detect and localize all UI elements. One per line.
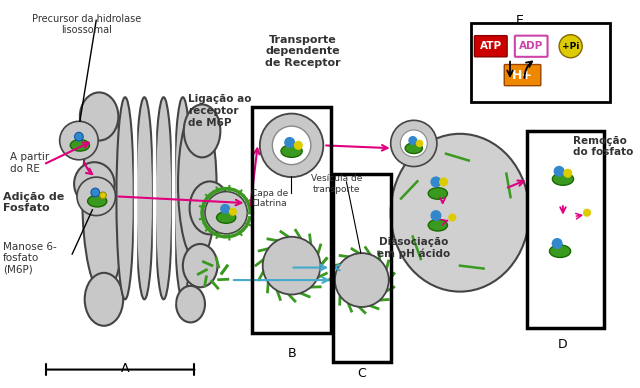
Circle shape [400,130,428,157]
Text: Dissociação
em pH ácido: Dissociação em pH ácido [377,237,451,259]
Bar [134,92,136,304]
Text: Capa de
Clatrina: Capa de Clatrina [251,189,288,208]
Ellipse shape [70,140,90,151]
Circle shape [564,170,572,177]
Text: ADP: ADP [519,41,543,51]
Ellipse shape [281,145,302,158]
Circle shape [75,132,83,141]
Ellipse shape [189,182,230,234]
Text: Ligação ao
receptor
de M6P: Ligação ao receptor de M6P [188,94,251,128]
Text: A partir
do RE: A partir do RE [10,152,49,174]
Bar [527,131,604,328]
Circle shape [552,239,562,248]
Text: C: C [358,367,366,380]
FancyBboxPatch shape [474,36,507,57]
Bar [252,107,331,333]
Ellipse shape [136,97,153,299]
Circle shape [390,120,437,166]
Ellipse shape [155,97,172,299]
Circle shape [440,178,447,186]
Bar [333,174,390,362]
Ellipse shape [405,143,422,154]
Circle shape [260,114,323,177]
Circle shape [221,204,230,213]
Circle shape [285,138,294,147]
Text: ATP: ATP [480,41,502,51]
Ellipse shape [390,134,529,292]
Ellipse shape [552,173,573,185]
Circle shape [205,192,247,234]
Circle shape [77,177,115,216]
Text: E: E [516,14,524,26]
Text: H+: H+ [512,69,533,81]
Text: A: A [121,362,129,375]
Ellipse shape [428,188,447,199]
Text: B: B [287,347,296,360]
Ellipse shape [80,92,118,140]
FancyBboxPatch shape [515,36,548,57]
Text: Transporte
dependente
de Receptor: Transporte dependente de Receptor [266,35,341,68]
Ellipse shape [74,162,115,206]
Circle shape [262,237,321,294]
Circle shape [431,211,441,220]
Circle shape [559,35,582,58]
Ellipse shape [178,107,216,261]
Text: D: D [558,338,568,351]
Text: Manose 6-
fosfato
(M6P): Manose 6- fosfato (M6P) [3,242,56,275]
Bar [470,23,610,102]
Circle shape [417,140,422,147]
Bar [153,92,155,304]
Circle shape [335,253,388,307]
Ellipse shape [84,273,123,326]
Circle shape [554,166,564,176]
Ellipse shape [88,196,107,207]
Circle shape [449,214,456,221]
Ellipse shape [550,245,571,258]
Text: Remoção
do fosfato: Remoção do fosfato [573,136,633,157]
Ellipse shape [428,220,447,231]
Text: Precursor da hidrolase
lisossomal: Precursor da hidrolase lisossomal [32,14,141,35]
Circle shape [60,121,98,160]
Ellipse shape [176,286,205,322]
Ellipse shape [174,97,191,299]
Circle shape [230,208,236,215]
Circle shape [431,177,441,187]
Circle shape [100,192,106,199]
FancyBboxPatch shape [504,64,541,86]
Ellipse shape [216,212,236,223]
Circle shape [294,142,302,149]
Ellipse shape [183,244,218,287]
Circle shape [273,126,311,165]
Text: Vesícula de
transporte: Vesícula de transporte [311,174,362,194]
Circle shape [91,188,100,197]
Text: Adição de
Fosfato: Adição de Fosfato [3,192,64,213]
Ellipse shape [116,97,134,299]
Circle shape [584,210,590,216]
Bar [172,92,174,304]
Text: +Pi: +Pi [562,42,579,51]
Ellipse shape [83,102,125,294]
Circle shape [409,137,417,144]
Ellipse shape [184,104,220,158]
